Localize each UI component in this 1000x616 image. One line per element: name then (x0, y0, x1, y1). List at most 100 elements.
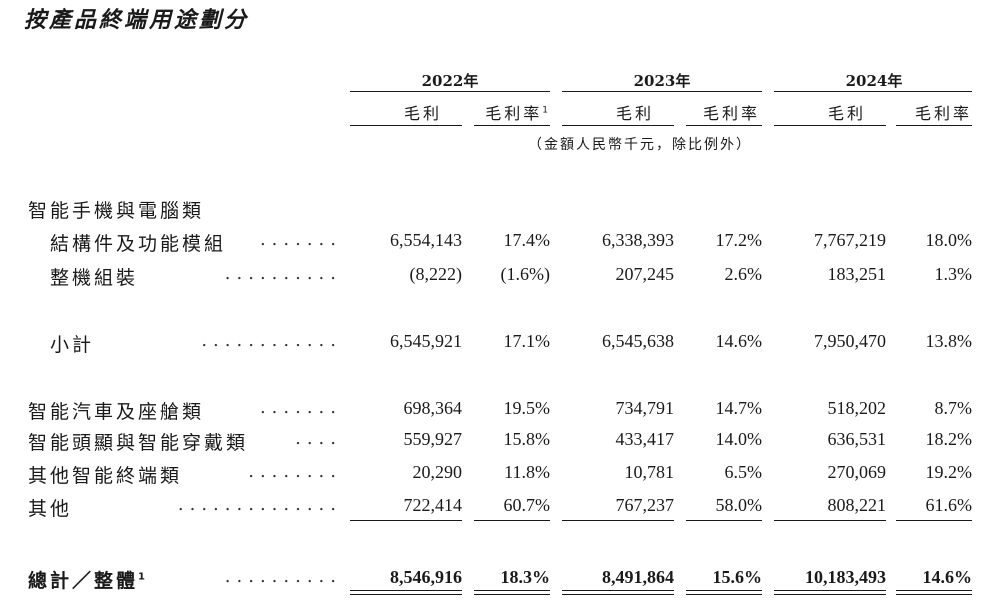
leader-dots: .... (295, 428, 342, 449)
col-margin-2024: 毛利率 (914, 104, 972, 123)
margin-cell: 8.7% (934, 398, 973, 418)
gross-profit-cell: 6,338,393 (602, 230, 674, 250)
total-double-rule (350, 590, 462, 591)
leader-dots: ....... (259, 397, 342, 418)
year-header-2024: 2024年 (845, 72, 903, 90)
col-margin-2022: 毛利率1 (485, 104, 548, 123)
col-rule (896, 125, 972, 126)
row-label: 智能頭顯與智能穿戴類 (28, 432, 249, 454)
gross-profit-cell: 6,554,143 (390, 230, 462, 250)
row-label: 其他 (28, 498, 73, 520)
total-double-rule (896, 594, 972, 595)
year-header-2023: 2023年 (633, 72, 691, 90)
subtotal-rule (896, 520, 972, 521)
margin-cell: 17.4% (503, 230, 551, 250)
margin-cell: 17.2% (715, 230, 763, 250)
margin-cell: 18.0% (925, 230, 973, 250)
margin-cell: 18.3% (500, 567, 551, 587)
year-header-2022: 2022年 (421, 72, 479, 90)
page-title: 按產品終端用途劃分 (24, 8, 250, 33)
leader-dots: .......... (224, 566, 342, 587)
margin-cell: 2.6% (724, 264, 763, 284)
col-gross-profit-2023: 毛利 (615, 104, 654, 123)
total-double-rule (686, 594, 762, 595)
unit-note: （金額人民幣千元，除比例外） (528, 137, 752, 153)
total-double-rule (562, 590, 674, 591)
margin-cell: 18.2% (925, 429, 973, 449)
subtotal-rule (774, 520, 886, 521)
section-heading: 智能手機與電腦類 (28, 200, 205, 222)
margin-cell: 17.1% (503, 331, 551, 351)
year-rule-2024 (774, 91, 972, 92)
total-double-rule (774, 594, 886, 595)
margin-cell: 58.0% (715, 495, 763, 515)
leader-dots: ............ (201, 330, 342, 351)
gross-profit-cell: 734,791 (615, 398, 675, 418)
margin-cell: 19.5% (503, 398, 551, 418)
gross-profit-cell: 808,221 (827, 495, 887, 515)
row-label: 智能汽車及座艙類 (28, 401, 205, 423)
gross-profit-cell: 7,767,219 (814, 230, 886, 250)
total-double-rule (474, 590, 550, 591)
gross-profit-cell: 767,237 (615, 495, 675, 515)
gross-profit-cell: 559,927 (403, 429, 463, 449)
margin-cell: 15.6% (712, 567, 763, 587)
gross-profit-cell: 433,417 (615, 429, 675, 449)
gross-profit-cell: 518,202 (827, 398, 887, 418)
gross-profit-cell: 6,545,921 (390, 331, 462, 351)
gross-profit-cell: 183,251 (827, 264, 887, 284)
subtotal-rule (474, 520, 550, 521)
gross-profit-cell: 10,183,493 (805, 567, 886, 587)
total-double-rule (896, 590, 972, 591)
gross-profit-cell: 270,069 (827, 462, 887, 482)
subtotal-rule (562, 520, 674, 521)
row-label: 結構件及功能模組 (50, 233, 227, 255)
total-double-rule (474, 594, 550, 595)
gross-profit-cell: 207,245 (615, 264, 675, 284)
col-rule (686, 125, 762, 126)
total-double-rule (774, 590, 886, 591)
total-double-rule (562, 594, 674, 595)
gross-profit-cell: 636,531 (827, 429, 887, 449)
col-margin-2023: 毛利率 (702, 104, 760, 123)
total-row-label: 總計／整體1 (28, 570, 145, 592)
leader-dots: .......... (224, 263, 342, 284)
margin-cell: 6.5% (724, 462, 763, 482)
col-rule (562, 125, 674, 126)
margin-cell: 14.0% (715, 429, 763, 449)
margin-cell: 60.7% (503, 495, 551, 515)
margin-cell: 61.6% (925, 495, 973, 515)
row-label: 小計 (50, 334, 95, 356)
col-rule (774, 125, 886, 126)
col-gross-profit-2024: 毛利 (827, 104, 866, 123)
gross-profit-cell: 698,364 (403, 398, 463, 418)
margin-cell: 19.2% (925, 462, 973, 482)
gross-profit-cell: 8,491,864 (602, 567, 674, 587)
leader-dots: ........ (248, 461, 342, 482)
gross-profit-cell: 6,545,638 (602, 331, 674, 351)
col-rule (350, 125, 462, 126)
gross-profit-cell: 7,950,470 (814, 331, 886, 351)
leader-dots: ....... (259, 229, 342, 250)
margin-cell: 15.8% (503, 429, 551, 449)
margin-cell: 14.6% (715, 331, 763, 351)
gross-profit-cell: 10,781 (624, 462, 675, 482)
row-label: 整機組裝 (50, 267, 139, 289)
margin-cell: 14.7% (715, 398, 763, 418)
margin-cell: (1.6%) (500, 264, 550, 284)
gross-profit-cell: 722,414 (403, 495, 463, 515)
year-rule-2022 (350, 91, 550, 92)
subtotal-rule (686, 520, 762, 521)
col-rule (474, 125, 550, 126)
subtotal-rule (350, 520, 462, 521)
total-double-rule (350, 594, 462, 595)
margin-cell: 14.6% (922, 567, 973, 587)
margin-cell: 11.8% (504, 462, 550, 482)
leader-dots: .............. (177, 494, 342, 515)
gross-profit-cell: (8,222) (409, 264, 463, 284)
col-gross-profit-2022: 毛利 (403, 104, 442, 123)
total-double-rule (686, 590, 762, 591)
year-rule-2023 (562, 91, 762, 92)
row-label: 其他智能終端類 (28, 465, 183, 487)
gross-profit-cell: 20,290 (412, 462, 463, 482)
